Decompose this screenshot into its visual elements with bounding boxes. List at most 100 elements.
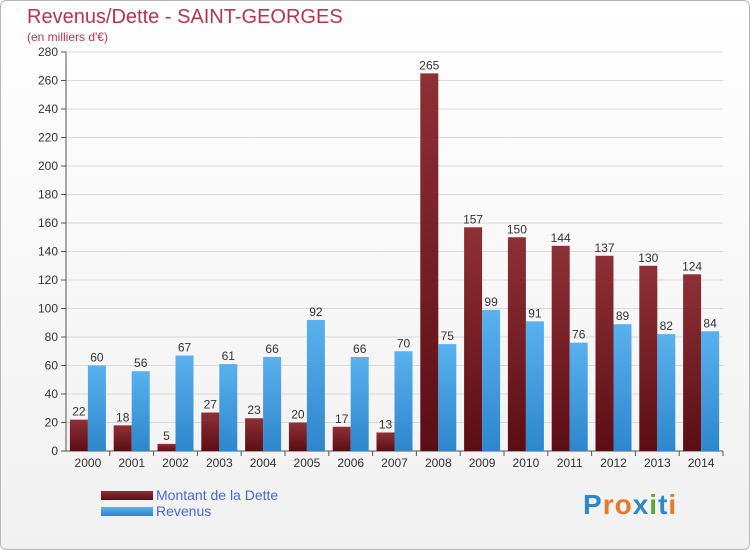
- bar-dette: [464, 227, 483, 451]
- bar-revenus: [175, 355, 194, 451]
- y-tick-label: 120: [38, 273, 58, 287]
- bar-dette: [376, 432, 395, 451]
- bar-revenus: [306, 319, 325, 451]
- x-tick-label: 2012: [600, 456, 627, 470]
- legend-swatch-dette: [101, 491, 153, 500]
- data-label-revenus: 75: [441, 329, 455, 343]
- y-tick-label: 80: [45, 330, 59, 344]
- bar-dette: [113, 425, 132, 451]
- data-label-revenus: 76: [572, 328, 586, 342]
- x-tick-label: 2007: [381, 456, 408, 470]
- bar-dette: [639, 265, 658, 451]
- data-label-revenus: 84: [703, 316, 717, 330]
- data-label-revenus: 61: [222, 349, 236, 363]
- y-tick-label: 100: [38, 302, 58, 316]
- bar-dette: [288, 422, 307, 451]
- data-label-revenus: 91: [528, 306, 542, 320]
- x-tick-label: 2008: [425, 456, 452, 470]
- data-label-dette: 144: [551, 231, 571, 245]
- y-tick-label: 240: [38, 102, 58, 116]
- data-label-dette: 23: [247, 403, 261, 417]
- data-label-revenus: 92: [309, 305, 323, 319]
- bar-revenus: [87, 365, 106, 451]
- proxiti-logo: Proxiti: [583, 489, 677, 521]
- logo-letter: i: [649, 489, 659, 520]
- data-label-dette: 13: [379, 417, 393, 431]
- y-tick-label: 140: [38, 245, 58, 259]
- chart-title: Revenus/Dette - SAINT-GEORGES: [27, 6, 343, 28]
- bar-revenus: [394, 351, 413, 451]
- x-tick-label: 2003: [206, 456, 233, 470]
- bar-revenus: [657, 334, 676, 451]
- x-tick-label: 2001: [118, 456, 145, 470]
- bar-revenus: [569, 342, 588, 451]
- data-label-revenus: 66: [353, 342, 367, 356]
- data-label-revenus: 70: [397, 336, 411, 350]
- bar-revenus: [525, 321, 544, 451]
- x-tick-label: 2014: [688, 456, 715, 470]
- bar-dette: [683, 274, 702, 451]
- bar-dette: [245, 418, 264, 451]
- x-tick-label: 2006: [337, 456, 364, 470]
- x-tick-label: 2013: [644, 456, 671, 470]
- x-tick-label: 2004: [250, 456, 277, 470]
- bar-dette: [420, 73, 439, 451]
- logo-letter: P: [583, 489, 603, 520]
- y-tick-label: 0: [51, 444, 58, 458]
- bar-revenus: [219, 364, 238, 451]
- logo-letter: t: [658, 489, 669, 520]
- bar-revenus: [482, 309, 501, 451]
- data-label-dette: 265: [419, 58, 439, 72]
- data-label-dette: 18: [116, 410, 130, 424]
- data-label-dette: 27: [204, 398, 218, 412]
- legend-label-revenus: Revenus: [156, 503, 212, 519]
- data-label-dette: 137: [594, 241, 614, 255]
- data-label-revenus: 99: [484, 295, 498, 309]
- data-label-revenus: 56: [134, 356, 148, 370]
- data-label-dette: 124: [682, 259, 702, 273]
- logo-letter: i: [668, 489, 678, 520]
- data-label-revenus: 67: [178, 341, 192, 355]
- x-tick-label: 2009: [469, 456, 496, 470]
- data-label-dette: 130: [638, 251, 658, 265]
- bar-revenus: [438, 344, 457, 451]
- y-tick-label: 180: [38, 188, 58, 202]
- data-label-dette: 20: [291, 408, 305, 422]
- data-label-revenus: 60: [90, 351, 104, 365]
- bar-revenus: [131, 371, 150, 451]
- y-tick-label: 40: [45, 387, 59, 401]
- bar-dette: [157, 443, 176, 451]
- logo-letter: r: [602, 489, 615, 520]
- bar-revenus: [263, 356, 282, 451]
- y-tick-label: 220: [38, 131, 58, 145]
- bar-dette: [201, 412, 220, 451]
- y-tick-label: 20: [45, 416, 59, 430]
- x-tick-label: 2000: [75, 456, 102, 470]
- data-label-dette: 5: [163, 429, 170, 443]
- logo-letter: x: [632, 489, 650, 520]
- bar-dette: [332, 426, 351, 451]
- y-tick-label: 60: [45, 359, 59, 373]
- bar-dette: [507, 237, 526, 451]
- bar-revenus: [350, 356, 369, 451]
- data-label-revenus: 89: [616, 309, 630, 323]
- legend-swatch-revenus: [101, 507, 153, 516]
- y-tick-label: 160: [38, 216, 58, 230]
- data-label-dette: 157: [463, 212, 483, 226]
- logo-letter: o: [614, 489, 633, 520]
- data-label-dette: 150: [507, 222, 527, 236]
- bar-dette: [595, 255, 614, 451]
- data-label-dette: 22: [72, 405, 86, 419]
- data-label-dette: 17: [335, 412, 349, 426]
- x-tick-label: 2010: [513, 456, 540, 470]
- legend-label-dette: Montant de la Dette: [156, 487, 279, 503]
- y-tick-label: 260: [38, 74, 58, 88]
- y-tick-label: 280: [38, 45, 58, 59]
- bar-revenus: [613, 324, 632, 451]
- data-label-revenus: 82: [660, 319, 674, 333]
- x-tick-label: 2002: [162, 456, 189, 470]
- data-label-revenus: 66: [265, 342, 279, 356]
- x-tick-label: 2005: [294, 456, 321, 470]
